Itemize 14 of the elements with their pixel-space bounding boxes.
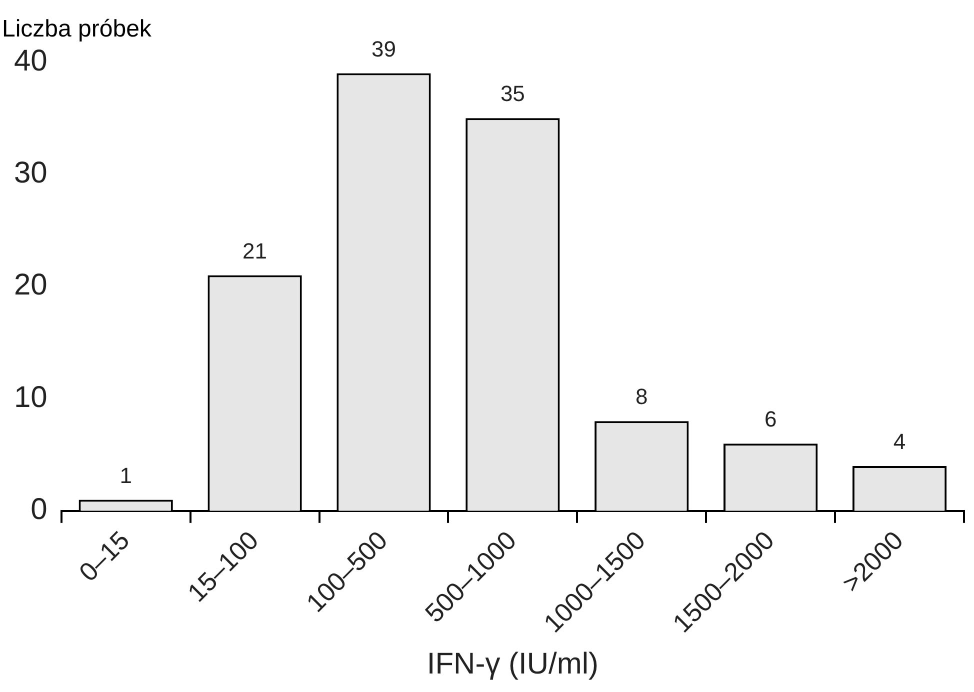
data-label: 39 xyxy=(371,36,396,62)
y-axis-title: Liczba próbek xyxy=(2,16,152,43)
data-label: 1 xyxy=(120,462,132,488)
y-tick-label: 10 xyxy=(14,380,48,414)
y-tick-label: 0 xyxy=(30,493,48,526)
data-label: 21 xyxy=(242,238,268,264)
data-label: 8 xyxy=(636,384,648,410)
y-tick-label: 40 xyxy=(14,44,48,78)
y-tick-label: 20 xyxy=(14,268,48,302)
data-label: 4 xyxy=(893,429,906,454)
data-label: 35 xyxy=(500,81,525,106)
data-label: 6 xyxy=(764,406,777,432)
x-axis-title: IFN-γ (IU/ml) xyxy=(426,647,598,680)
y-tick-label: 30 xyxy=(14,156,48,190)
